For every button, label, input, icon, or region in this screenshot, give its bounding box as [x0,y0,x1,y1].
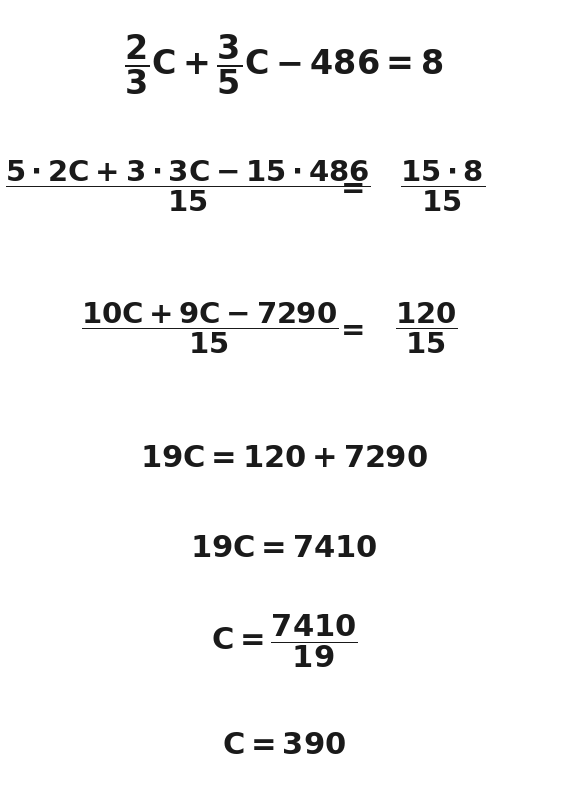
Text: $\dfrac{2}{3}C+\dfrac{3}{5}C-486=8$: $\dfrac{2}{3}C+\dfrac{3}{5}C-486=8$ [124,32,444,97]
Text: $=$: $=$ [335,173,364,200]
Text: $\dfrac{10C+9C-7290}{15}$: $\dfrac{10C+9C-7290}{15}$ [81,301,339,356]
Text: $\dfrac{5\cdot2C+3\cdot3C-15\cdot486}{15}$: $\dfrac{5\cdot2C+3\cdot3C-15\cdot486}{15… [5,159,370,214]
Text: $\dfrac{15\cdot8}{15}$: $\dfrac{15\cdot8}{15}$ [400,159,486,214]
Text: $\dfrac{120}{15}$: $\dfrac{120}{15}$ [395,301,457,356]
Text: $C=\dfrac{7410}{19}$: $C=\dfrac{7410}{19}$ [211,612,357,669]
Text: $19C=7410$: $19C=7410$ [190,533,378,562]
Text: $=$: $=$ [335,315,364,342]
Text: $C=390$: $C=390$ [222,730,346,759]
Text: $19C=120+7290$: $19C=120+7290$ [140,444,428,473]
